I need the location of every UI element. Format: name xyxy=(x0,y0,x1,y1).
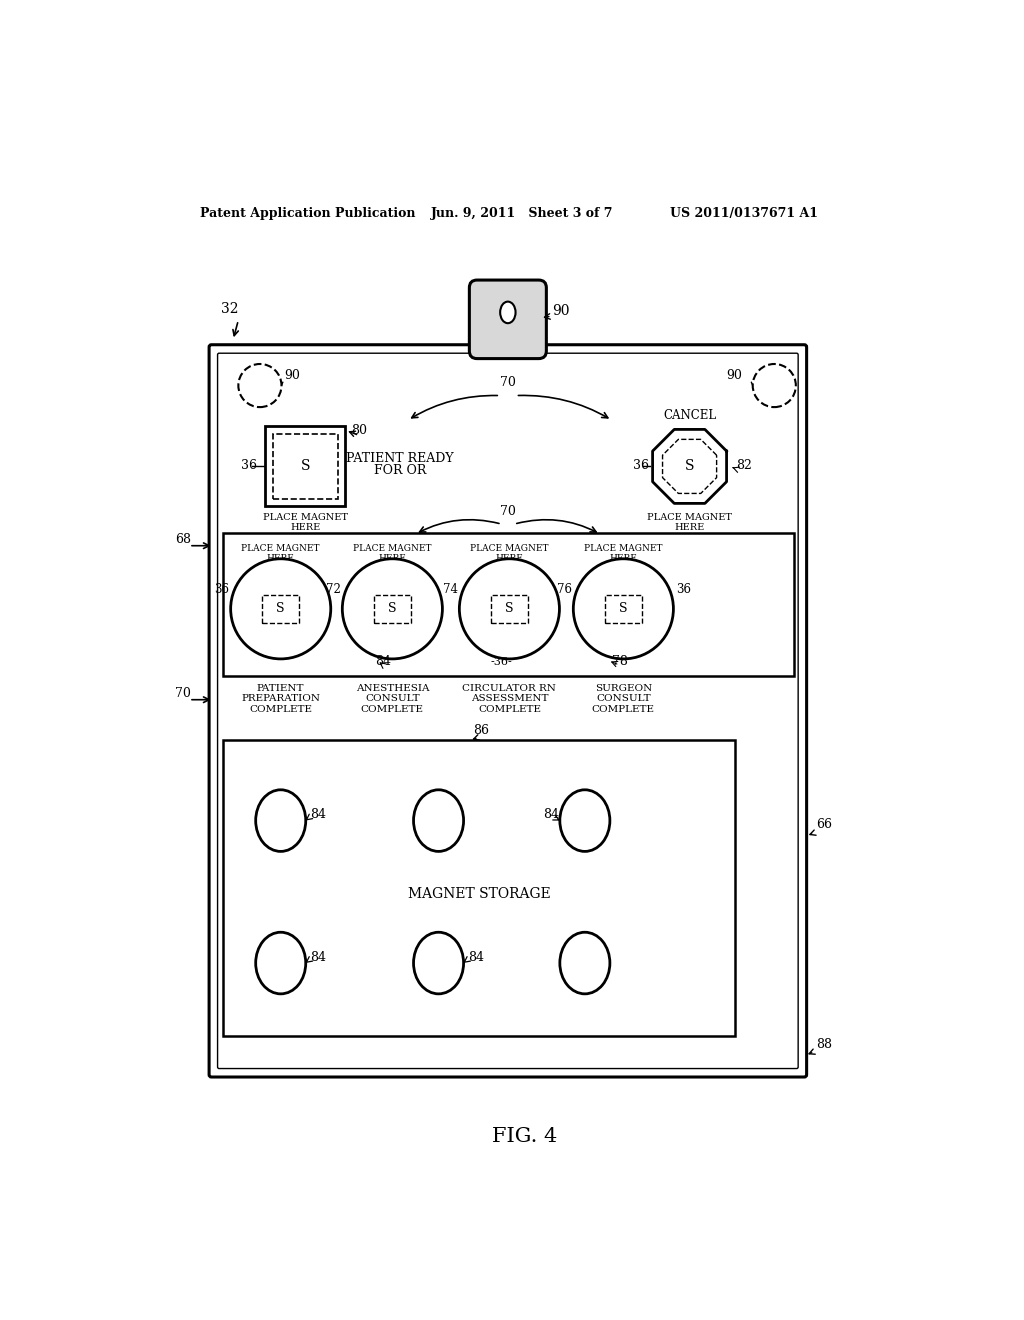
Text: 84: 84 xyxy=(310,950,326,964)
Circle shape xyxy=(239,364,282,407)
Bar xyxy=(273,434,338,499)
Polygon shape xyxy=(652,429,727,503)
Text: S: S xyxy=(505,602,514,615)
Text: 80: 80 xyxy=(351,424,368,437)
Text: S: S xyxy=(276,602,285,615)
Text: PLACE MAGNET: PLACE MAGNET xyxy=(263,513,348,523)
Text: 74: 74 xyxy=(442,583,458,597)
Text: PATIENT READY: PATIENT READY xyxy=(346,453,454,465)
Text: S: S xyxy=(388,602,396,615)
Text: HERE: HERE xyxy=(496,553,523,562)
Text: 36: 36 xyxy=(677,583,691,597)
Text: 36: 36 xyxy=(241,459,257,471)
Text: FIG. 4: FIG. 4 xyxy=(493,1127,557,1146)
Text: 90: 90 xyxy=(285,370,300,383)
Text: -36-: -36- xyxy=(490,657,513,667)
Circle shape xyxy=(230,558,331,659)
Text: COMPLETE: COMPLETE xyxy=(478,705,541,714)
Text: HERE: HERE xyxy=(379,553,407,562)
Text: S: S xyxy=(685,459,694,474)
Text: CANCEL: CANCEL xyxy=(663,409,716,422)
Circle shape xyxy=(342,558,442,659)
Bar xyxy=(223,739,735,1036)
Text: PLACE MAGNET: PLACE MAGNET xyxy=(242,544,319,553)
Text: 88: 88 xyxy=(816,1038,831,1051)
Text: 66: 66 xyxy=(816,818,831,832)
Text: 84: 84 xyxy=(375,655,391,668)
Text: PLACE MAGNET: PLACE MAGNET xyxy=(470,544,549,553)
Text: ANESTHESIA: ANESTHESIA xyxy=(355,684,429,693)
Text: Jun. 9, 2011   Sheet 3 of 7: Jun. 9, 2011 Sheet 3 of 7 xyxy=(431,207,613,220)
Text: Patent Application Publication: Patent Application Publication xyxy=(200,207,416,220)
Text: COMPLETE: COMPLETE xyxy=(249,705,312,714)
Text: HERE: HERE xyxy=(675,523,705,532)
Ellipse shape xyxy=(256,932,306,994)
Text: 36: 36 xyxy=(633,459,648,471)
Text: PATIENT: PATIENT xyxy=(257,684,304,693)
Text: FOR OR: FOR OR xyxy=(374,463,426,477)
Text: CIRCULATOR RN: CIRCULATOR RN xyxy=(463,684,556,693)
Text: 76: 76 xyxy=(557,583,571,597)
Ellipse shape xyxy=(414,789,464,851)
Bar xyxy=(605,595,642,623)
Text: ASSESSMENT: ASSESSMENT xyxy=(471,694,548,704)
Text: S: S xyxy=(620,602,628,615)
Text: PLACE MAGNET: PLACE MAGNET xyxy=(584,544,663,553)
Text: HERE: HERE xyxy=(267,553,295,562)
Text: 84: 84 xyxy=(544,808,559,821)
Text: 86: 86 xyxy=(473,725,488,738)
FancyBboxPatch shape xyxy=(469,280,547,359)
Circle shape xyxy=(573,558,674,659)
Ellipse shape xyxy=(256,789,306,851)
Text: PREPARATION: PREPARATION xyxy=(242,694,321,704)
Bar xyxy=(265,426,345,507)
Bar xyxy=(374,595,411,623)
Text: CONSULT: CONSULT xyxy=(596,694,650,704)
Text: 32: 32 xyxy=(221,301,239,315)
Text: 72: 72 xyxy=(326,583,341,597)
Text: 84: 84 xyxy=(468,950,483,964)
Text: PLACE MAGNET: PLACE MAGNET xyxy=(353,544,431,553)
Text: HERE: HERE xyxy=(609,553,637,562)
Text: 36: 36 xyxy=(214,583,229,597)
Bar xyxy=(223,533,795,676)
Text: SURGEON: SURGEON xyxy=(595,684,652,693)
Circle shape xyxy=(753,364,796,407)
Ellipse shape xyxy=(414,932,464,994)
Text: 70: 70 xyxy=(500,506,516,517)
Ellipse shape xyxy=(560,932,610,994)
Text: 90: 90 xyxy=(727,370,742,383)
Ellipse shape xyxy=(500,302,515,323)
Text: PLACE MAGNET: PLACE MAGNET xyxy=(647,513,732,523)
Bar xyxy=(490,595,528,623)
Text: 68: 68 xyxy=(175,533,191,546)
Text: 84: 84 xyxy=(310,808,326,821)
Text: MAGNET STORAGE: MAGNET STORAGE xyxy=(408,887,551,900)
FancyBboxPatch shape xyxy=(209,345,807,1077)
Text: COMPLETE: COMPLETE xyxy=(592,705,655,714)
Text: S: S xyxy=(301,459,310,474)
Text: 82: 82 xyxy=(736,459,752,471)
Text: 90: 90 xyxy=(553,304,570,318)
Text: COMPLETE: COMPLETE xyxy=(360,705,424,714)
Text: 70: 70 xyxy=(500,376,516,388)
Text: HERE: HERE xyxy=(290,523,321,532)
Text: 70: 70 xyxy=(175,688,191,701)
Ellipse shape xyxy=(560,789,610,851)
Text: CONSULT: CONSULT xyxy=(365,694,420,704)
Circle shape xyxy=(460,558,559,659)
Bar xyxy=(262,595,299,623)
Text: US 2011/0137671 A1: US 2011/0137671 A1 xyxy=(670,207,817,220)
Text: 78: 78 xyxy=(611,655,628,668)
